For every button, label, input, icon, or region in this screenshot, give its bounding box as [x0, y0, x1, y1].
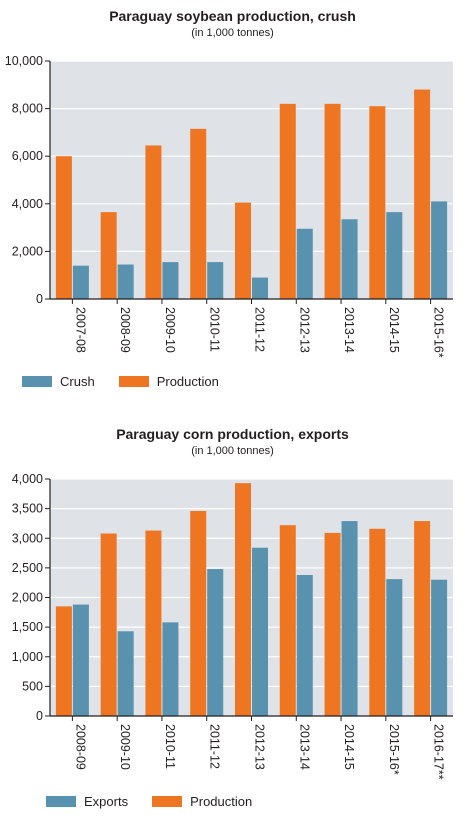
y-tick-label: 3,500 — [12, 502, 43, 516]
x-tick-label: 2011-12 — [208, 724, 222, 769]
bar-crush — [386, 212, 403, 299]
bar-crush — [117, 264, 134, 299]
chart-legend: Exports Production — [46, 794, 276, 809]
bar-production — [190, 128, 207, 299]
bar-crush — [341, 219, 358, 299]
legend-label: Exports — [84, 794, 129, 809]
bar-production — [324, 532, 341, 716]
x-tick-label: 2010-11 — [163, 724, 177, 769]
y-tick-label: 1,000 — [12, 650, 43, 664]
x-tick-label: 2009-10 — [118, 724, 132, 770]
bar-exports — [341, 521, 358, 716]
legend-label: Crush — [60, 374, 95, 389]
legend-swatch — [46, 796, 76, 807]
legend-swatch — [22, 376, 52, 387]
chart-subtitle: (in 1,000 tonnes) — [191, 445, 274, 457]
y-tick-label: 0 — [36, 709, 43, 723]
y-tick-label: 1,500 — [12, 620, 43, 634]
bar-production — [100, 212, 117, 299]
x-tick-label: 2014-15 — [387, 307, 401, 353]
bar-production — [279, 103, 296, 299]
legend-item-production: Production — [118, 374, 219, 389]
bar-crush — [162, 262, 179, 299]
legend-label: Production — [156, 374, 219, 389]
x-tick-label: 2015-16* — [432, 307, 446, 358]
y-tick-label: 4,000 — [12, 197, 43, 211]
bar-crush — [207, 262, 224, 299]
bar-production — [324, 103, 341, 299]
soybean-chart: Paraguay soybean production, crush (in 1… — [0, 0, 465, 400]
y-tick-label: 4,000 — [12, 472, 43, 486]
y-tick-label: 10,000 — [5, 54, 43, 68]
y-tick-label: 500 — [22, 679, 43, 693]
plot-background — [50, 61, 453, 299]
x-tick-label: 2008-09 — [73, 724, 87, 770]
x-tick-label: 2010-11 — [208, 307, 222, 352]
bar-production — [145, 145, 162, 299]
x-tick-label: 2014-15 — [342, 724, 356, 770]
bar-exports — [431, 579, 448, 716]
soybean-plot: 0 2,000 4,000 6,000 8,000 10,000 2007-08 2008-0… — [5, 54, 453, 358]
bar-crush — [296, 228, 313, 299]
bar-crush — [431, 201, 448, 299]
x-tick-label: 2008-09 — [118, 307, 132, 353]
corn-plot: 0 500 1,000 1,500 2,000 2,500 3,000 3,500 4,000 2… — [12, 472, 453, 780]
bar-production — [279, 525, 296, 716]
bar-crush — [252, 277, 268, 299]
corn-chart: Paraguay corn production, exports (in 1,… — [0, 418, 465, 817]
legend-label: Production — [190, 794, 253, 809]
bar-production — [100, 533, 117, 716]
bar-exports — [252, 547, 268, 716]
chart-title: Paraguay corn production, exports — [116, 426, 349, 442]
x-tick-label: 2013-14 — [342, 307, 356, 353]
legend-item-production: Production — [152, 794, 252, 809]
x-tick-label: 2016-17** — [432, 724, 446, 780]
x-tick-label: 2015-16* — [387, 724, 401, 775]
bar-exports — [117, 631, 134, 716]
bar-production — [145, 530, 162, 716]
x-tick-label: 2011-12 — [253, 307, 267, 352]
y-tick-label: 8,000 — [12, 102, 43, 116]
bar-production — [55, 156, 72, 299]
y-tick-label: 6,000 — [12, 149, 43, 163]
bar-production — [190, 510, 207, 716]
bar-crush — [72, 265, 89, 299]
bar-production — [414, 521, 431, 716]
x-tick-label: 2007-08 — [73, 307, 87, 353]
bar-production — [369, 528, 386, 716]
bar-production — [414, 89, 431, 299]
legend-item-exports: Exports — [46, 794, 128, 809]
x-tick-label: 2012-13 — [253, 724, 267, 770]
bar-exports — [386, 579, 403, 716]
x-tick-label: 2013-14 — [297, 724, 311, 770]
legend-swatch — [118, 376, 149, 387]
y-tick-label: 3,000 — [12, 531, 43, 545]
chart-title: Paraguay soybean production, crush — [109, 8, 356, 24]
x-tick-label: 2009-10 — [163, 307, 177, 353]
chart-legend: Crush Production — [22, 374, 243, 389]
y-tick-label: 2,000 — [12, 591, 43, 605]
bar-exports — [207, 569, 224, 716]
bar-exports — [296, 574, 313, 716]
y-tick-label: 0 — [36, 292, 43, 306]
bar-production — [235, 202, 251, 299]
y-tick-label: 2,000 — [12, 244, 43, 258]
bar-exports — [162, 622, 179, 716]
chart-subtitle: (in 1,000 tonnes) — [191, 27, 274, 39]
bar-exports — [72, 604, 89, 716]
bar-production — [369, 106, 386, 299]
bar-production — [235, 483, 251, 716]
legend-item-crush: Crush — [22, 374, 95, 389]
bar-production — [55, 606, 72, 716]
legend-swatch — [152, 796, 183, 807]
y-tick-label: 2,500 — [12, 561, 43, 575]
x-tick-label: 2012-13 — [297, 307, 311, 353]
